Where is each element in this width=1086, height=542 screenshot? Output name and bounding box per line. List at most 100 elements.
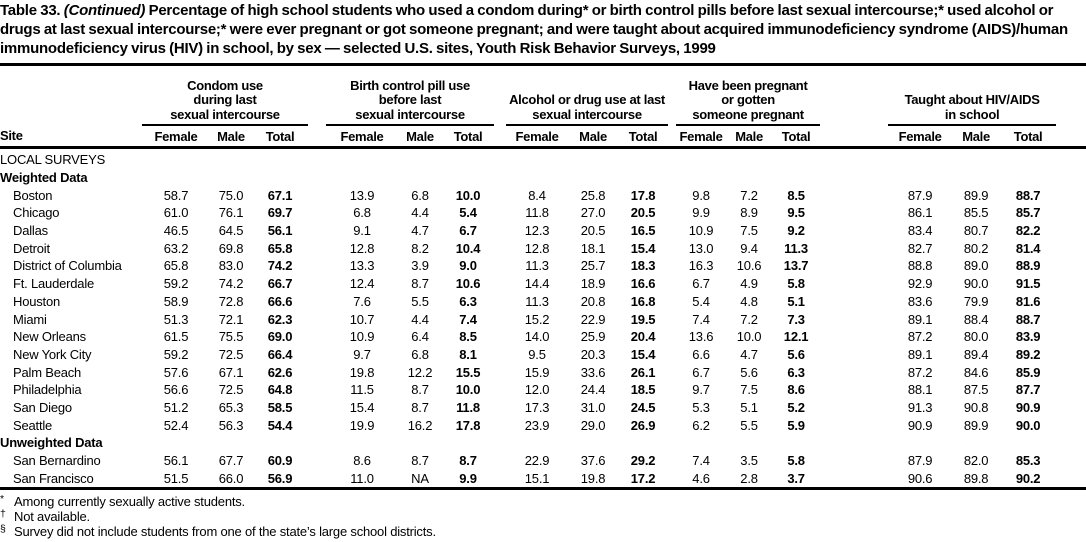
value-cell: 82.0 [963, 453, 989, 469]
value-cell: 4.7 [740, 346, 758, 362]
value-cell: 72.1 [218, 311, 244, 327]
total-column-header: Total [618, 125, 669, 149]
value-cell: 8.5 [787, 187, 805, 203]
column-gap [494, 186, 506, 204]
value-cell: 5.5 [411, 293, 429, 309]
value-cell: 16.2 [407, 417, 433, 433]
value-cell: 72.5 [218, 346, 244, 362]
group-header-condom-use: Condom use during last sexual intercours… [142, 64, 308, 126]
column-gap [308, 222, 326, 240]
column-gap [820, 222, 888, 240]
value-cell: 6.3 [459, 293, 477, 309]
value-cell: 5.4 [459, 205, 477, 221]
value-cell: 74.2 [267, 258, 293, 274]
value-cell: 69.7 [267, 205, 293, 221]
value-cell: 82.7 [907, 240, 933, 256]
site-cell: Palm Beach [13, 364, 82, 380]
value-cell: 69.0 [267, 329, 293, 345]
column-gap [308, 399, 326, 417]
value-cell: 76.1 [218, 205, 244, 221]
column-gap [494, 399, 506, 417]
value-cell: 15.4 [630, 240, 656, 256]
value-cell: 22.9 [524, 453, 550, 469]
value-cell: 66.0 [218, 470, 244, 486]
table-title: Table 33. (Continued) Percentage of high… [0, 1, 1086, 58]
value-cell: NA [411, 470, 429, 486]
value-cell: 4.8 [740, 293, 758, 309]
value-cell: 65.8 [163, 258, 189, 274]
value-cell: 69.8 [218, 240, 244, 256]
table-row: Chicago 61.0 76.1 69.7 6.8 4.4 5.4 11.8 27.0 20.5… [0, 204, 1086, 222]
column-gap [820, 293, 888, 311]
value-cell: 58.9 [163, 293, 189, 309]
value-cell: 51.5 [163, 470, 189, 486]
column-gap [668, 275, 676, 293]
value-cell: 89.9 [963, 417, 989, 433]
value-cell: 15.2 [524, 311, 550, 327]
value-cell: 12.0 [524, 382, 550, 398]
total-column-header: Total [252, 125, 308, 149]
column-gap [308, 416, 326, 434]
value-cell: 19.8 [580, 470, 606, 486]
table-row: Palm Beach 57.6 67.1 62.6 19.8 12.2 15.5 15.9 33… [0, 363, 1086, 381]
value-cell: 8.6 [353, 453, 371, 469]
value-cell: 11.0 [350, 470, 374, 486]
column-gap [308, 469, 326, 488]
column-gap [820, 328, 888, 346]
value-cell: 88.8 [907, 258, 933, 274]
column-gap [1056, 293, 1086, 311]
value-cell: 72.8 [218, 293, 244, 309]
value-cell: 57.6 [163, 364, 189, 380]
value-cell: 7.4 [459, 311, 477, 327]
value-cell: 62.3 [267, 311, 293, 327]
value-cell: 83.4 [907, 223, 933, 239]
value-cell: 5.5 [740, 417, 758, 433]
site-cell: District of Columbia [13, 258, 122, 274]
value-cell: 17.8 [455, 417, 481, 433]
column-gap [1056, 239, 1086, 257]
value-cell: 11.3 [525, 258, 549, 274]
column-gap [820, 469, 888, 488]
value-cell: 9.2 [787, 223, 805, 239]
group-header-alcohol-drug-use: Alcohol or drug use at last sexual inter… [506, 64, 669, 126]
value-cell: 56.3 [218, 417, 244, 433]
value-cell: 9.5 [528, 346, 546, 362]
value-cell: 3.7 [787, 470, 805, 486]
column-gap [494, 239, 506, 257]
value-cell: 6.8 [411, 187, 429, 203]
value-cell: 80.2 [963, 240, 989, 256]
value-cell: 89.1 [907, 311, 933, 327]
table-row: San Diego 51.2 65.3 58.5 15.4 8.7 11.8 17.3 31.0… [0, 399, 1086, 417]
section-row: Unweighted Data [0, 434, 1086, 452]
value-cell: 87.9 [907, 187, 933, 203]
value-cell: 13.7 [783, 258, 809, 274]
column-gap [1056, 469, 1086, 488]
table-row: Philadelphia 56.6 72.5 64.8 11.5 8.7 10.0 12.0 2… [0, 381, 1086, 399]
value-cell: 5.8 [787, 453, 805, 469]
male-column-header: Male [568, 125, 619, 149]
table-header: Condom use during last sexual intercours… [0, 64, 1086, 149]
value-cell: 89.9 [963, 187, 989, 203]
value-cell: 12.2 [407, 364, 433, 380]
continued-label: (Continued) [63, 2, 146, 19]
value-cell: 90.0 [963, 276, 989, 292]
value-cell: 89.4 [963, 346, 989, 362]
value-cell: 12.1 [783, 329, 809, 345]
value-cell: 5.6 [740, 364, 758, 380]
value-cell: 51.2 [163, 399, 189, 415]
value-cell: 18.1 [580, 240, 606, 256]
site-cell: San Bernardino [13, 453, 101, 469]
value-cell: 13.6 [688, 329, 714, 345]
value-cell: 9.9 [459, 470, 477, 486]
group-header-birth-control: Birth control pill use before last sexua… [326, 64, 495, 126]
value-cell: 56.1 [163, 453, 189, 469]
footnote-sexually-active: * Among currently sexually active student… [0, 493, 1086, 509]
value-cell: 90.9 [907, 417, 933, 433]
value-cell: 89.0 [963, 258, 989, 274]
female-column-header: Female [326, 125, 398, 149]
value-cell: 52.4 [163, 417, 189, 433]
value-cell: 9.5 [787, 205, 805, 221]
value-cell: 56.9 [267, 470, 293, 486]
value-cell: 11.8 [525, 205, 549, 221]
